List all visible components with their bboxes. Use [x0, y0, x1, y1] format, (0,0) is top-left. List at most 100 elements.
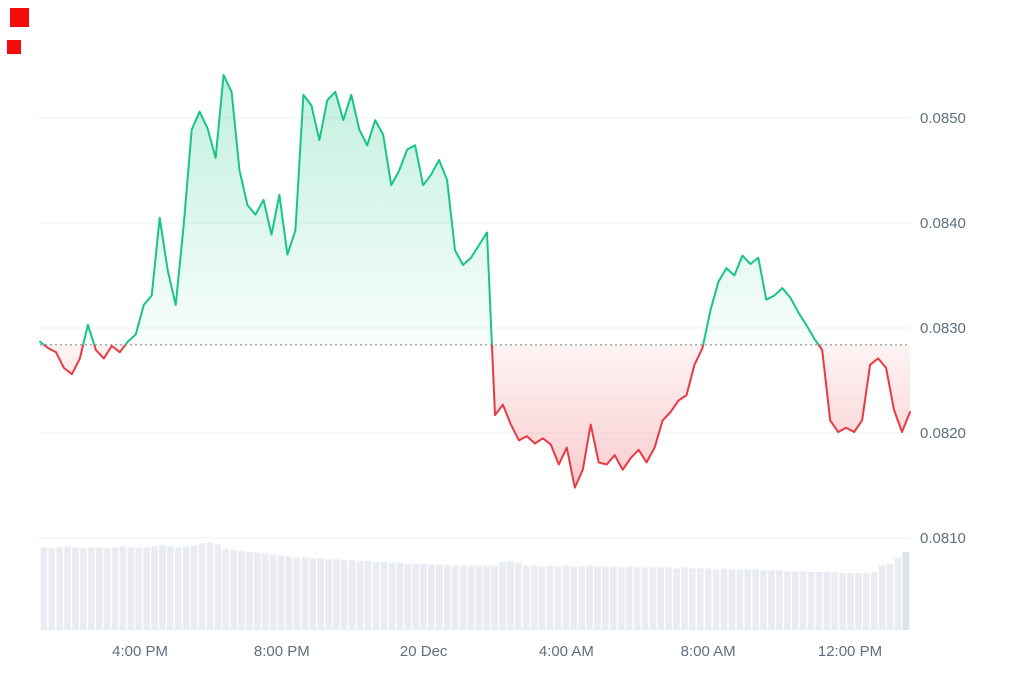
volume-bar	[341, 560, 348, 630]
volume-bar	[602, 566, 609, 630]
volume-bar	[538, 566, 546, 630]
volume-bar	[815, 572, 823, 630]
volume-bar	[625, 566, 633, 630]
volume-bar	[902, 551, 910, 630]
volume-bar	[855, 573, 862, 630]
x-axis-label: 8:00 AM	[681, 643, 736, 660]
volume-bar	[760, 570, 767, 630]
volume-bar	[111, 547, 119, 630]
volume-bar	[277, 555, 285, 630]
volume-bar	[744, 569, 752, 630]
volume-bar	[436, 564, 443, 630]
volume-bar	[72, 547, 79, 630]
volume-bar	[610, 566, 617, 630]
volume-bar	[633, 567, 641, 630]
volume-bar	[64, 546, 71, 630]
volume-bar	[776, 570, 783, 630]
y-axis-label: 0.0820	[920, 425, 966, 442]
volume-bar	[562, 565, 570, 630]
volume-bar	[839, 573, 846, 630]
volume-bar	[728, 569, 736, 630]
volume-bar	[56, 547, 63, 630]
volume-bar	[768, 570, 775, 630]
volume-bar	[657, 567, 665, 630]
volume-bar	[159, 545, 166, 630]
volume-bar	[791, 571, 799, 630]
volume-bar	[325, 559, 332, 630]
volume-bar	[831, 572, 839, 630]
y-axis-label: 0.0810	[920, 530, 966, 547]
volume-bar	[175, 547, 182, 630]
volume-bar	[807, 572, 815, 630]
volume-bar	[222, 549, 230, 630]
volume-bar	[167, 546, 174, 630]
volume-bar	[285, 556, 293, 630]
volume-bar	[428, 564, 435, 630]
volume-bar	[269, 554, 277, 630]
volume-bar	[871, 572, 878, 630]
volume-bar	[649, 567, 657, 630]
volume-bar	[420, 563, 427, 630]
volume-bar	[673, 568, 680, 630]
volume-bar	[878, 565, 886, 630]
volume-bar	[198, 543, 206, 630]
volume-bar	[443, 564, 451, 630]
volume-bar	[546, 565, 554, 630]
volume-bar	[309, 558, 317, 630]
volume-bar	[499, 561, 506, 630]
volume-bar	[665, 567, 672, 630]
volume-bar	[143, 547, 150, 630]
y-axis-label: 0.0850	[920, 110, 966, 127]
volume-bar	[523, 565, 530, 630]
volume-bar	[823, 572, 831, 630]
volume-bar	[190, 545, 198, 630]
x-axis-label: 12:00 PM	[818, 643, 882, 660]
volume-bar	[317, 558, 324, 630]
volume-bar	[570, 566, 578, 630]
volume-bar	[151, 546, 158, 630]
volume-bar	[80, 548, 87, 630]
volume-bar	[451, 565, 459, 630]
volume-bar	[214, 544, 222, 630]
volume-bar	[689, 568, 696, 630]
volume-bar	[894, 558, 902, 630]
volume-bar	[301, 557, 309, 630]
volume-bar	[799, 571, 807, 630]
volume-bar	[364, 561, 372, 630]
volume-bar	[127, 547, 135, 630]
volume-bar	[594, 566, 601, 630]
volume-bar	[459, 565, 467, 630]
red-marker-small	[7, 40, 21, 54]
y-axis-label: 0.0830	[920, 320, 966, 337]
volume-bar	[40, 547, 48, 630]
x-axis-label: 4:00 AM	[539, 643, 594, 660]
volume-bar	[530, 565, 538, 630]
volume-bar	[863, 573, 870, 630]
volume-bar	[88, 547, 95, 630]
volume-bar	[182, 546, 190, 630]
y-axis-label: 0.0840	[920, 215, 966, 232]
volume-bar	[230, 550, 237, 630]
volume-bar	[578, 566, 585, 630]
volume-bar	[507, 561, 514, 630]
red-marker-large	[10, 8, 29, 27]
volume-bar	[847, 573, 854, 630]
volume-bar	[681, 567, 688, 630]
volume-bar	[483, 565, 491, 630]
volume-bar	[515, 562, 522, 630]
volume-bar	[246, 551, 253, 630]
volume-bar	[752, 569, 759, 630]
volume-bar	[412, 563, 419, 630]
volume-bar	[293, 557, 301, 630]
volume-bar	[784, 571, 791, 630]
volume-bar	[333, 559, 340, 630]
volume-bar	[135, 548, 143, 630]
volume-bar	[697, 568, 704, 630]
volume-bar	[380, 561, 388, 630]
volume-bar	[356, 561, 364, 630]
volume-bar	[554, 566, 562, 630]
volume-bar	[475, 565, 483, 630]
volume-bar	[372, 561, 380, 630]
